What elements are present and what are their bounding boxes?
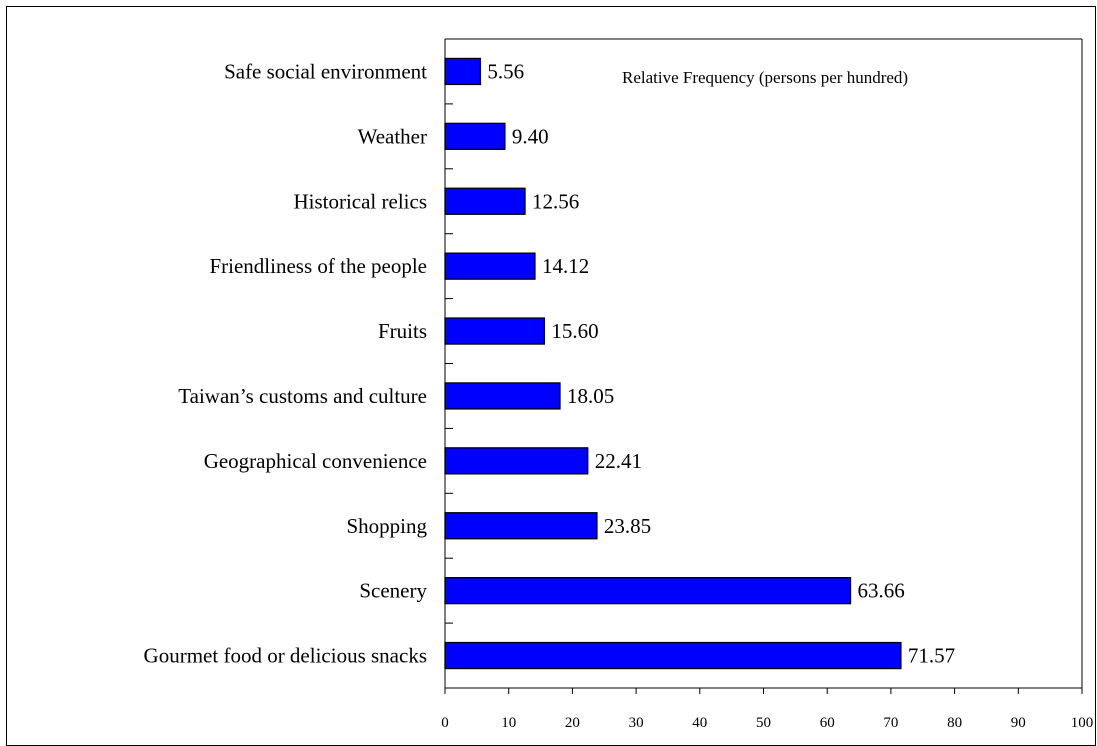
bar [444,577,852,605]
category-label: Weather [358,124,427,148]
value-label: 14.12 [542,254,589,278]
value-label: 18.05 [567,384,614,408]
category-label: Shopping [346,514,427,538]
x-tick-label: 80 [947,715,962,731]
value-label: 63.66 [858,579,905,603]
plot-area: Safe social environment 5.56 Weather 9.40 Hi… [144,38,1094,731]
x-tick-label: 90 [1011,715,1026,731]
bar [444,382,561,410]
category-label: Friendliness of the people [209,254,427,278]
value-label: 5.56 [487,59,524,83]
chart-title: Relative Frequency (persons per hundred) [622,68,908,87]
bar [444,252,536,280]
category-label: Safe social environment [224,59,427,83]
bar [444,512,598,540]
x-tick-label: 20 [565,715,580,731]
bar [444,447,589,475]
x-tick-label: 100 [1071,715,1094,731]
category-label: Historical relics [293,189,427,213]
bar [444,57,482,86]
value-label: 22.41 [595,449,642,473]
category-label: Fruits [378,319,427,343]
category-label: Taiwan’s customs and culture [178,384,427,408]
category-label: Gourmet food or delicious snacks [144,644,427,668]
value-label: 9.40 [512,124,549,148]
bar-chart: Safe social environment 5.56 Weather 9.40 Hi… [144,38,1094,731]
bar [444,317,546,345]
bar [444,122,506,150]
category-label: Scenery [359,579,427,603]
value-label: 12.56 [532,189,579,213]
x-tick-label: 40 [692,715,707,731]
value-label: 71.57 [908,644,955,668]
x-tick-label: 0 [441,715,449,731]
bar [444,641,902,670]
chart-frame [6,6,1096,746]
x-tick-label: 30 [629,715,644,731]
value-label: 23.85 [604,514,651,538]
x-tick-label: 50 [756,715,771,731]
x-tick-label: 60 [820,715,835,731]
x-tick-label: 70 [883,715,898,731]
category-label: Geographical convenience [204,449,427,473]
value-label: 15.60 [551,319,598,343]
x-tick-label: 10 [501,715,516,731]
bar [444,187,526,215]
